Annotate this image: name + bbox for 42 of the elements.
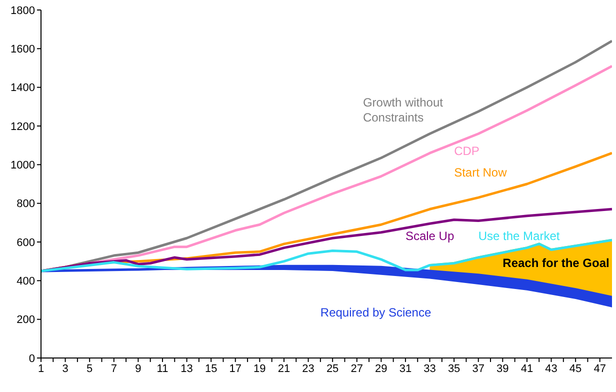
y-tick-label: 0 <box>28 352 35 365</box>
series-label: Reach for the Goal <box>502 256 610 270</box>
x-tick-label: 15 <box>204 362 218 375</box>
y-tick-label: 1600 <box>10 44 35 56</box>
x-tick-label: 37 <box>472 362 484 375</box>
x-tick-label: 45 <box>569 362 582 375</box>
x-tick-label: 29 <box>375 362 388 375</box>
x-tick-label: 3 <box>62 362 68 375</box>
x-tick-label: 1 <box>38 362 44 375</box>
y-tick-label: 400 <box>16 276 35 288</box>
x-tick-label: 41 <box>520 362 534 375</box>
x-tick-label: 43 <box>545 362 558 375</box>
x-tick-label: 25 <box>326 362 339 375</box>
series-label: CDP <box>454 144 480 158</box>
x-tick-label: 35 <box>448 362 460 375</box>
y-tick-label: 800 <box>16 198 35 210</box>
x-tick-label: 31 <box>399 362 412 375</box>
x-tick-label: 13 <box>180 362 193 375</box>
x-tick-label: 7 <box>110 362 117 375</box>
x-tick-label: 33 <box>424 362 436 375</box>
x-tick-label: 23 <box>302 362 314 375</box>
x-tick-label: 19 <box>254 362 266 375</box>
y-tick-label: 1800 <box>10 4 35 17</box>
series-label: Scale Up <box>405 229 454 244</box>
x-tick-label: 21 <box>278 362 290 375</box>
series-label: Use the Market <box>478 229 560 244</box>
x-tick-label: 11 <box>156 362 168 375</box>
x-tick-label: 17 <box>229 362 242 375</box>
y-tick-label: 200 <box>16 314 35 326</box>
y-tick-label: 600 <box>16 236 35 249</box>
series-label: Start Now <box>454 165 508 180</box>
x-tick-label: 27 <box>350 362 363 375</box>
x-tick-label: 47 <box>594 362 606 375</box>
x-tick-label: 9 <box>135 362 142 375</box>
line-series <box>41 208 612 272</box>
x-tick-label: 5 <box>86 362 93 375</box>
y-tick-label: 1000 <box>10 160 35 172</box>
y-tick-label: 1200 <box>10 120 35 133</box>
series-label: Growth without Constraints <box>362 96 444 125</box>
x-tick-label: 39 <box>496 362 509 375</box>
y-tick-label: 1400 <box>10 82 35 94</box>
text: Required by Science <box>320 305 432 320</box>
